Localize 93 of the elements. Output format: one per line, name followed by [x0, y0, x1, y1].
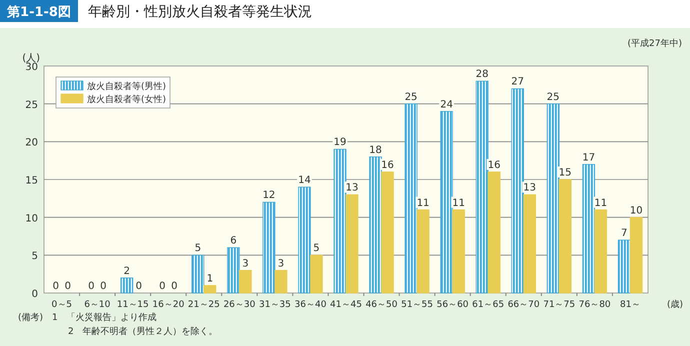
y-tick-label: 15	[25, 176, 38, 186]
chart-title: 第1-1-8図 年齢別・性別放火自殺者等発生状況	[7, 4, 312, 20]
data-label: 2	[124, 266, 130, 277]
y-tick-label: 20	[25, 138, 38, 149]
data-label: 16	[381, 160, 394, 171]
x-tick-label: 11～15	[116, 300, 149, 310]
bar	[381, 172, 394, 294]
chart-subtitle: (平成27年中)	[628, 38, 682, 49]
bar	[404, 103, 418, 294]
data-label: 3	[278, 258, 284, 270]
y-tick-label: 25	[25, 100, 38, 111]
x-tick-label: 56～60	[436, 300, 469, 310]
data-label: 0	[171, 281, 178, 292]
data-label: 28	[476, 69, 488, 80]
x-tick-label: 31～35	[258, 300, 291, 310]
data-label: 6	[230, 236, 237, 247]
data-label: 15	[558, 168, 572, 178]
data-label: 0	[88, 281, 94, 292]
y-axis-title: (人)	[22, 53, 40, 64]
x-tick-label: 66～70	[508, 300, 540, 310]
data-label: 10	[630, 205, 643, 216]
data-label: 13	[523, 182, 536, 194]
legend-label: 放火自殺者等(男性)	[87, 81, 166, 92]
data-label: 0	[64, 281, 71, 292]
bar	[618, 240, 631, 294]
x-tick-label: 46～50	[366, 300, 398, 310]
y-tick-label: 5	[32, 251, 38, 262]
bar	[239, 270, 252, 294]
data-label: 7	[621, 228, 628, 240]
bar	[310, 254, 323, 294]
bar	[488, 172, 500, 294]
data-label: 14	[298, 175, 311, 186]
bar	[558, 179, 572, 294]
bar	[440, 111, 453, 294]
bar	[274, 270, 288, 294]
legend-label: 放火自殺者等(女性)	[87, 94, 166, 105]
x-tick-label: 36～40	[294, 300, 327, 310]
bar	[334, 148, 346, 294]
data-label: 27	[511, 76, 524, 88]
data-label: 0	[136, 281, 142, 292]
data-label: 1	[206, 273, 214, 284]
bar	[582, 164, 596, 294]
bar	[298, 186, 311, 294]
bar	[511, 88, 524, 294]
bar	[192, 254, 204, 294]
x-tick-label: 81～	[620, 300, 640, 310]
x-tick-label: 21～25	[188, 300, 220, 310]
data-label: 3	[242, 258, 249, 270]
data-label: 18	[369, 144, 382, 156]
x-tick-label: 71～75	[543, 300, 576, 310]
data-label: 0	[100, 281, 106, 292]
bar	[227, 247, 240, 294]
data-label: 25	[546, 92, 560, 103]
x-tick-label: 16～20	[152, 300, 185, 310]
text: 2 年齢不明者（男性２人）を除く。	[68, 326, 218, 337]
data-label: 0	[52, 281, 59, 292]
bar	[346, 194, 358, 294]
data-label: 17	[582, 152, 596, 164]
data-label: 16	[488, 160, 500, 171]
bar	[630, 216, 643, 294]
data-label: 0	[159, 281, 166, 292]
x-tick-label: 41～45	[330, 300, 362, 310]
bar	[476, 80, 488, 294]
bar	[120, 278, 134, 294]
x-axis-title: (歳)	[666, 299, 683, 310]
bar	[452, 209, 465, 294]
bar	[594, 209, 608, 294]
bar	[262, 202, 276, 294]
data-label: 11	[594, 198, 608, 209]
y-tick-label: 30	[25, 62, 38, 73]
x-tick-label: 0～5	[52, 300, 72, 310]
data-label: 11	[452, 198, 465, 209]
data-label: 24	[440, 99, 453, 110]
data-label: 5	[313, 243, 320, 254]
data-label: 13	[346, 182, 358, 194]
bar	[523, 194, 536, 294]
x-tick-label: 51～55	[401, 300, 434, 310]
text: (備考) 1 「火災報告」より作成	[18, 312, 157, 323]
x-tick-label: 6～10	[84, 300, 111, 310]
y-tick-label: 0	[32, 289, 38, 300]
data-label: 25	[404, 92, 418, 103]
bar	[546, 103, 560, 294]
x-tick-label: 61～65	[472, 300, 504, 310]
data-label: 5	[194, 243, 202, 254]
y-tick-label: 10	[25, 213, 38, 224]
bar	[204, 285, 216, 294]
x-tick-label: 26～30	[223, 300, 256, 310]
data-label: 12	[262, 190, 276, 202]
bar	[416, 209, 430, 294]
data-label: 11	[416, 198, 430, 209]
data-label: 19	[334, 137, 346, 148]
x-tick-label: 76～80	[578, 300, 611, 310]
bar	[369, 156, 382, 294]
